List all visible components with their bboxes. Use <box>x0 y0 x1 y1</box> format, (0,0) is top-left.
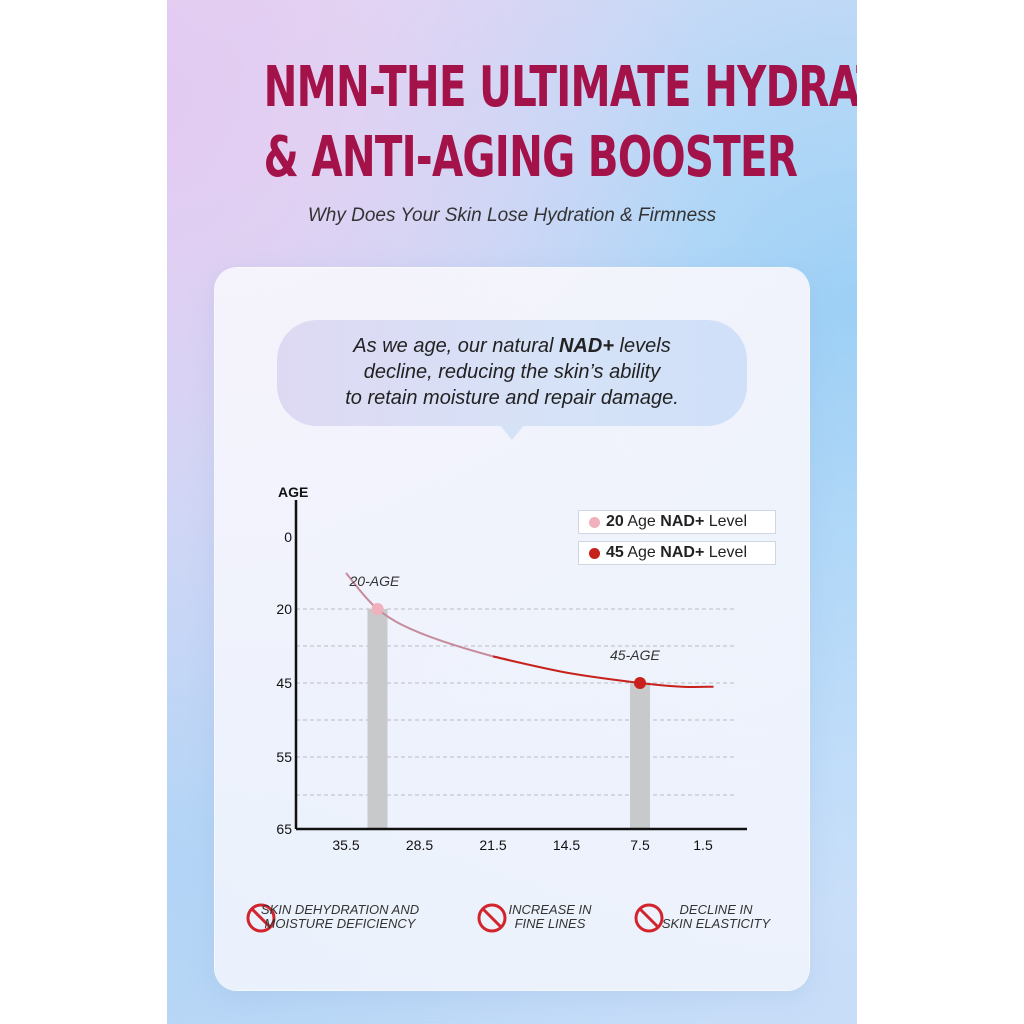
x-tick-label: 7.5 <box>630 837 650 853</box>
legend-dot-45-age <box>589 548 600 559</box>
speech-bubble-text: As we age, our natural NAD+ levels decli… <box>277 333 747 411</box>
bubble-text-emphasis: NAD+ <box>558 335 614 357</box>
chart-curve <box>345 572 714 688</box>
legend-item-20-age: 20 Age NAD+ Level <box>578 510 776 534</box>
poster: NMN-THE ULTIMATE HYDRATION & ANTI-AGING … <box>167 0 857 1024</box>
issue-label-line-1: SKIN DEHYDRATION AND <box>260 902 420 917</box>
legend-label-45-age: 45 Age NAD+ Level <box>606 544 747 562</box>
speech-bubble-tail <box>499 424 525 440</box>
issue-label-line-2: FINE LINES <box>514 916 586 931</box>
chart-marker <box>371 603 384 615</box>
issue-label: INCREASE IN FINE LINES <box>455 903 645 931</box>
issue-label-line-2: SKIN ELASTICITY <box>661 916 771 931</box>
issue-label-line-1: INCREASE IN <box>508 902 592 917</box>
chart-ticks: AGE 0 20 45 55 65 35.5 28.5 21.5 14.5 7.5 1.5 <box>276 484 713 853</box>
marker-label: 20-AGE <box>349 573 400 589</box>
issue-label: SKIN DEHYDRATION AND MOISTURE DEFICIENCY <box>245 903 435 931</box>
legend-level-20: Level <box>704 513 747 530</box>
issue-label-line-2: MOISTURE DEFICIENCY <box>264 916 416 931</box>
y-tick-label: 20 <box>276 601 292 617</box>
bubble-text-before: As we age, our natural <box>353 335 559 357</box>
marker-label: 45-AGE <box>610 647 660 663</box>
speech-bubble <box>277 320 747 426</box>
chart-grid <box>296 608 735 796</box>
no-symbol-icon <box>634 903 664 933</box>
no-symbol-icon <box>477 903 507 933</box>
issue-label-line-1: DECLINE IN <box>679 902 753 917</box>
bubble-text-line-2: decline, reducing the skin’s ability <box>363 361 661 383</box>
y-tick-label: 65 <box>276 821 292 837</box>
y-axis-title: AGE <box>278 484 308 500</box>
legend-age-word-20: Age <box>623 513 661 530</box>
x-tick-label: 28.5 <box>406 837 433 853</box>
x-tick-label: 1.5 <box>693 837 713 853</box>
headline-line-1: NMN-THE ULTIMATE HYDRATION <box>263 55 857 120</box>
bubble-text-line-3: to retain moisture and repair damage. <box>345 387 679 409</box>
legend-age-20: 20 <box>606 513 624 530</box>
nad-age-chart: 20-AGE 45-AGE AGE 0 20 45 55 65 35.5 28.5 21.5 14.… <box>276 484 747 853</box>
legend-age-word-45: Age <box>623 544 661 561</box>
legend-age-45: 45 <box>606 544 624 561</box>
legend-dot-20-age <box>589 517 600 528</box>
chart-axes <box>294 500 747 831</box>
chart-bar <box>367 609 388 829</box>
x-tick-label: 21.5 <box>479 837 506 853</box>
subtitle: Why Does Your Skin Lose Hydration & Firm… <box>307 205 717 226</box>
curve-segment-late <box>492 655 714 688</box>
x-tick-label: 14.5 <box>553 837 580 853</box>
legend-label-20-age: 20 Age NAD+ Level <box>606 513 747 531</box>
chart-markers: 20-AGE 45-AGE <box>349 573 660 689</box>
chart-bars <box>367 609 650 829</box>
y-tick-label: 45 <box>276 675 292 691</box>
x-tick-label: 35.5 <box>332 837 359 853</box>
issue-label: DECLINE IN SKIN ELASTICITY <box>621 903 811 931</box>
y-tick-label: 55 <box>276 749 292 765</box>
legend-nad-45: NAD+ <box>660 544 705 561</box>
chart-bar <box>630 683 650 829</box>
legend-item-45-age: 45 Age NAD+ Level <box>578 541 776 565</box>
bubble-text-after: levels <box>614 335 671 357</box>
y-tick-label: 0 <box>284 529 292 545</box>
legend-level-45: Level <box>704 544 747 561</box>
chart-marker <box>634 677 646 689</box>
headline-line-2: & ANTI-AGING BOOSTER <box>263 125 798 190</box>
legend-nad-20: NAD+ <box>660 513 705 530</box>
no-symbol-icon <box>246 903 276 933</box>
